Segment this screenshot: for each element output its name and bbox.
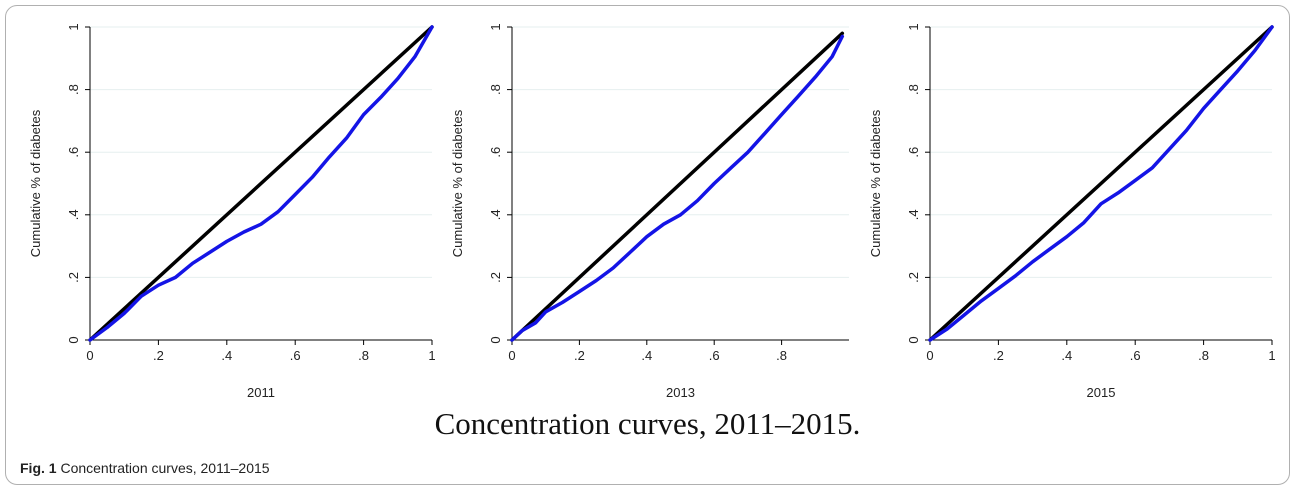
x-axis-label: 2013 [666, 385, 695, 400]
x-tick-label-5: 1 [428, 348, 435, 363]
y-tick-label-1: .2 [66, 272, 81, 283]
concentration-curve [510, 34, 845, 342]
y-axis-label: Cumulative % of diabetes [868, 109, 883, 257]
equality-line [510, 31, 845, 342]
x-axis-label: 2015 [1087, 385, 1116, 400]
x-tick-label-5: 1 [1268, 348, 1275, 363]
y-tick-label-1: .2 [488, 272, 503, 283]
x-tick-label-4: .8 [358, 348, 369, 363]
chart-panel-2011: 0 .2 .4 .6 .8 1 0 .2 .4 .6 .8 1 Cumulative % of diab… [28, 23, 436, 400]
y-tick-label-4: .8 [488, 84, 503, 95]
x-tick-label-2: .4 [221, 348, 232, 363]
x-tick-label-0: 0 [508, 348, 515, 363]
y-tick-label-3: .6 [66, 147, 81, 158]
concentration-curves-figure: 0 .2 .4 .6 .8 1 0 .2 .4 .6 .8 1 Cumulative % of diab… [28, 23, 1276, 400]
y-tick-label-3: .6 [906, 147, 921, 158]
y-tick-label-0: 0 [488, 336, 503, 343]
x-tick-label-1: .2 [993, 348, 1004, 363]
equality-line [928, 25, 1274, 342]
y-tick-label-1: .2 [906, 272, 921, 283]
x-tick-label-3: .6 [1130, 348, 1141, 363]
y-tick-label-3: .6 [488, 147, 503, 158]
y-tick-label-5: 1 [488, 23, 503, 30]
y-tick-label-0: 0 [906, 336, 921, 343]
x-tick-label-4: .8 [1198, 348, 1209, 363]
x-tick-label-3: .6 [709, 348, 720, 363]
x-tick-label-0: 0 [86, 348, 93, 363]
figure-caption: Fig. 1 Concentration curves, 2011–2015 [20, 460, 270, 476]
concentration-curve [928, 25, 1274, 342]
y-tick-label-2: .4 [66, 209, 81, 220]
caption-label: Fig. 1 [20, 460, 57, 476]
x-tick-label-0: 0 [926, 348, 933, 363]
x-tick-label-2: .4 [1061, 348, 1072, 363]
y-tick-label-2: .4 [906, 209, 921, 220]
y-axis-label: Cumulative % of diabetes [450, 109, 465, 257]
x-tick-label-1: .2 [574, 348, 585, 363]
x-tick-label-1: .2 [153, 348, 164, 363]
caption-text: Concentration curves, 2011–2015 [60, 460, 270, 476]
figure-title: Concentration curves, 2011–2015. [434, 406, 861, 441]
y-tick-label-0: 0 [66, 336, 81, 343]
y-tick-label-4: .8 [906, 84, 921, 95]
y-tick-label-5: 1 [906, 23, 921, 30]
x-tick-label-3: .6 [290, 348, 301, 363]
concentration-curve [88, 25, 434, 342]
y-tick-label-5: 1 [66, 23, 81, 30]
chart-panel-2013: 0 .2 .4 .6 .8 1 0 .2 .4 .6 .8 Cumulative % of diabe… [450, 23, 849, 400]
y-tick-label-2: .4 [488, 209, 503, 220]
chart-panel-2015: 0 .2 .4 .6 .8 1 0 .2 .4 .6 .8 1 Cumulative % of diab… [868, 23, 1276, 400]
y-tick-label-4: .8 [66, 84, 81, 95]
x-tick-label-2: .4 [641, 348, 652, 363]
x-axis-label: 2011 [247, 385, 275, 400]
x-tick-label-4: .8 [776, 348, 787, 363]
y-axis-label: Cumulative % of diabetes [28, 109, 43, 257]
equality-line [88, 25, 434, 342]
